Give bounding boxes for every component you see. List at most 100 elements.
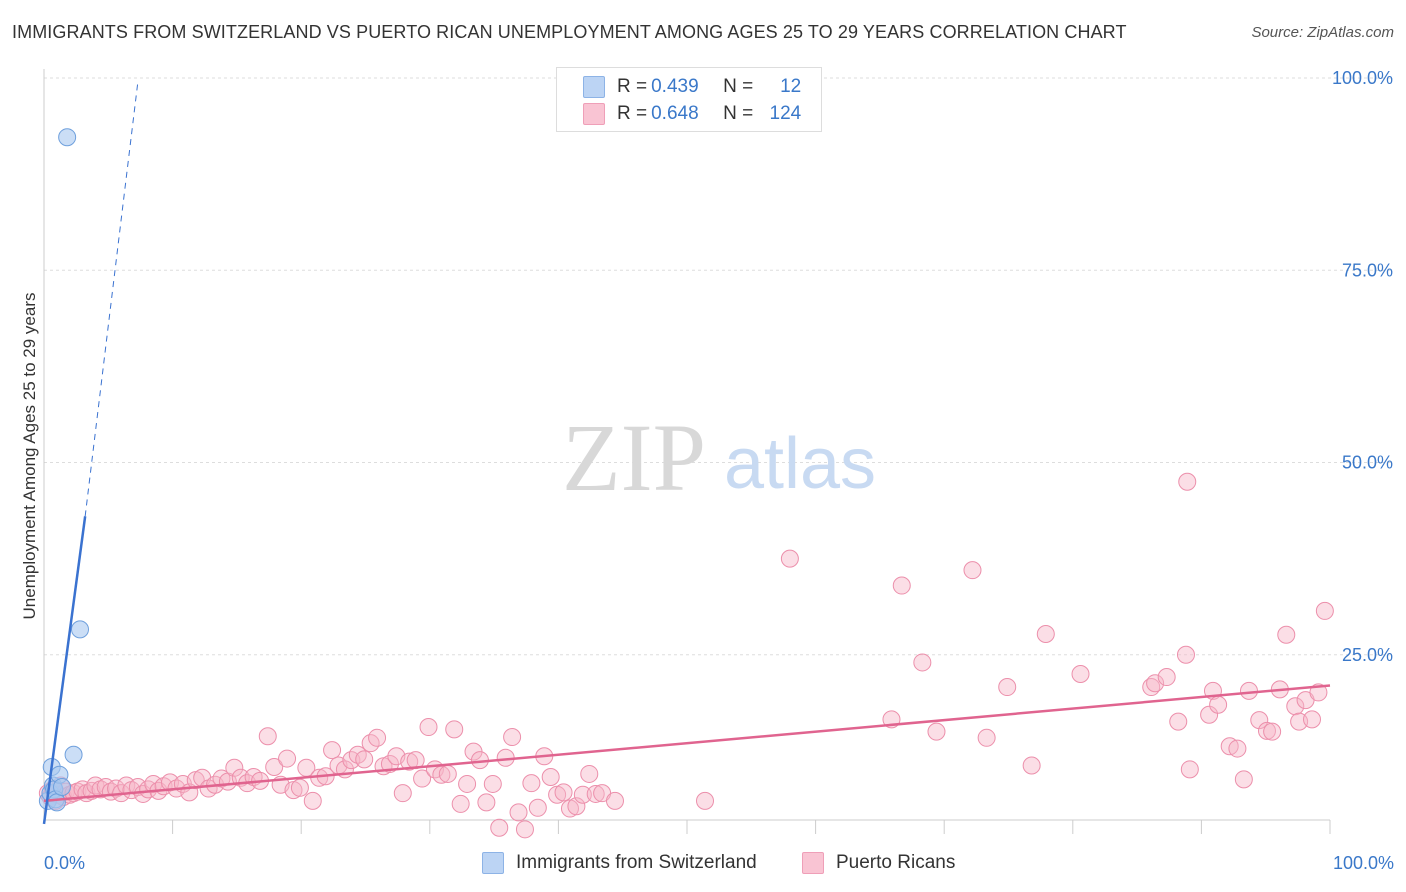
point-puerto-ricans: [368, 728, 387, 747]
trend-line-puerto-ricans: [43, 684, 1331, 803]
x-tick-label-max: 100.0%: [1333, 853, 1394, 873]
bottom-legend-label-puerto-ricans: Puerto Ricans: [836, 852, 956, 873]
point-puerto-ricans: [1022, 756, 1041, 775]
stats-legend: R = 0.439 N = 12 R = 0.648 N = 124: [556, 67, 822, 132]
point-puerto-ricans: [400, 752, 419, 771]
point-puerto-ricans: [458, 774, 477, 793]
y-tick-label: 100.0%: [1332, 68, 1393, 88]
point-puerto-ricans: [567, 797, 586, 816]
point-puerto-ricans: [998, 678, 1017, 697]
point-puerto-ricans: [528, 798, 547, 817]
point-puerto-ricans: [1239, 681, 1258, 700]
point-puerto-ricans: [483, 774, 502, 793]
legend-r-value: 0.439: [651, 76, 699, 97]
trend-lines: [42, 81, 1331, 825]
legend-swatch-switzerland: [583, 76, 605, 98]
point-switzerland: [47, 793, 66, 812]
legend-r-label: R =: [617, 103, 648, 124]
point-puerto-ricans: [477, 793, 496, 812]
point-puerto-ricans: [780, 549, 799, 568]
y-tick-label: 25.0%: [1342, 645, 1393, 665]
point-puerto-ricans: [490, 818, 509, 837]
point-puerto-ricans: [1209, 695, 1228, 714]
legend-swatch-puerto-ricans: [583, 103, 605, 125]
chart-title: IMMIGRANTS FROM SWITZERLAND VS PUERTO RI…: [12, 22, 1127, 42]
point-puerto-ricans: [445, 720, 464, 739]
point-puerto-ricans: [451, 794, 470, 813]
y-axis-label: Unemployment Among Ages 25 to 29 years: [20, 292, 39, 620]
bottom-legend-switzerland: Immigrants from Switzerland: [482, 852, 757, 874]
legend-n-label: N =: [723, 103, 754, 124]
point-puerto-ricans: [586, 784, 605, 803]
point-puerto-ricans: [509, 803, 528, 822]
point-puerto-ricans: [580, 764, 599, 783]
point-puerto-ricans: [892, 576, 911, 595]
point-switzerland: [58, 128, 77, 147]
gridlines: [44, 77, 1392, 656]
y-tick-label: 50.0%: [1342, 453, 1393, 473]
point-puerto-ricans: [348, 745, 367, 764]
point-puerto-ricans: [413, 769, 432, 788]
point-puerto-ricans: [323, 741, 342, 760]
legend-row-switzerland: R = 0.439 N = 12: [583, 75, 801, 99]
bottom-legend-swatch-puerto-ricans: [802, 852, 824, 874]
point-puerto-ricans: [1286, 697, 1305, 716]
y-tick-labels: 25.0% 50.0% 75.0% 100.0%: [1332, 68, 1393, 665]
series-switzerland: [38, 128, 90, 812]
trend-line-switzerland: [42, 516, 87, 825]
point-puerto-ricans: [1169, 712, 1188, 731]
legend-n-value: 124: [769, 103, 802, 124]
point-puerto-ricans: [393, 784, 412, 803]
point-puerto-ricans: [913, 653, 932, 672]
point-puerto-ricans: [1315, 601, 1334, 620]
point-puerto-ricans: [1180, 760, 1199, 779]
watermark-atlas: atlas: [724, 424, 876, 504]
point-puerto-ricans: [963, 561, 982, 580]
legend-r-label: R =: [617, 76, 648, 97]
y-tick-label: 75.0%: [1342, 260, 1393, 280]
legend-row-puerto-ricans: R = 0.648 N = 124: [583, 102, 801, 126]
point-switzerland: [53, 778, 72, 797]
point-puerto-ricans: [1036, 624, 1055, 643]
point-puerto-ricans: [419, 718, 438, 737]
point-puerto-ricans: [1234, 770, 1253, 789]
point-puerto-ricans: [573, 785, 592, 804]
point-puerto-ricans: [605, 791, 624, 810]
point-puerto-ricans: [438, 764, 457, 783]
trend-line-switzerland-extension: [84, 81, 139, 517]
point-puerto-ricans: [1071, 664, 1090, 683]
point-puerto-ricans: [1302, 710, 1321, 729]
point-puerto-ricans: [1157, 668, 1176, 687]
legend-r-value: 0.648: [651, 103, 699, 124]
point-puerto-ricans: [503, 728, 522, 747]
bottom-legend-swatch-switzerland: [482, 852, 504, 874]
point-puerto-ricans: [1200, 705, 1219, 724]
point-puerto-ricans: [541, 768, 560, 787]
point-puerto-ricans: [977, 728, 996, 747]
legend-n-value: 12: [780, 76, 802, 97]
point-puerto-ricans: [1277, 625, 1296, 644]
point-puerto-ricans: [1257, 721, 1276, 740]
point-puerto-ricans: [290, 778, 309, 797]
point-puerto-ricans: [355, 750, 374, 769]
point-puerto-ricans: [1178, 472, 1197, 491]
watermark-zip: ZIP: [562, 404, 706, 511]
point-puerto-ricans: [696, 791, 715, 810]
point-switzerland: [64, 745, 83, 764]
point-puerto-ricans: [303, 791, 322, 810]
point-puerto-ricans: [258, 727, 277, 746]
point-switzerland: [71, 620, 90, 639]
legend-n-label: N =: [723, 76, 754, 97]
point-puerto-ricans: [225, 758, 244, 777]
point-puerto-ricans: [515, 820, 534, 839]
point-puerto-ricans: [1228, 739, 1247, 758]
source-credit: Source: ZipAtlas.com: [1251, 24, 1394, 41]
bottom-legend-puerto-ricans: Puerto Ricans: [802, 852, 955, 874]
x-tick-label-min: 0.0%: [44, 853, 85, 873]
point-puerto-ricans: [1263, 722, 1282, 741]
point-puerto-ricans: [522, 774, 541, 793]
point-puerto-ricans: [265, 758, 284, 777]
point-puerto-ricans: [1146, 674, 1165, 693]
x-axis-ticks: [172, 820, 1331, 834]
